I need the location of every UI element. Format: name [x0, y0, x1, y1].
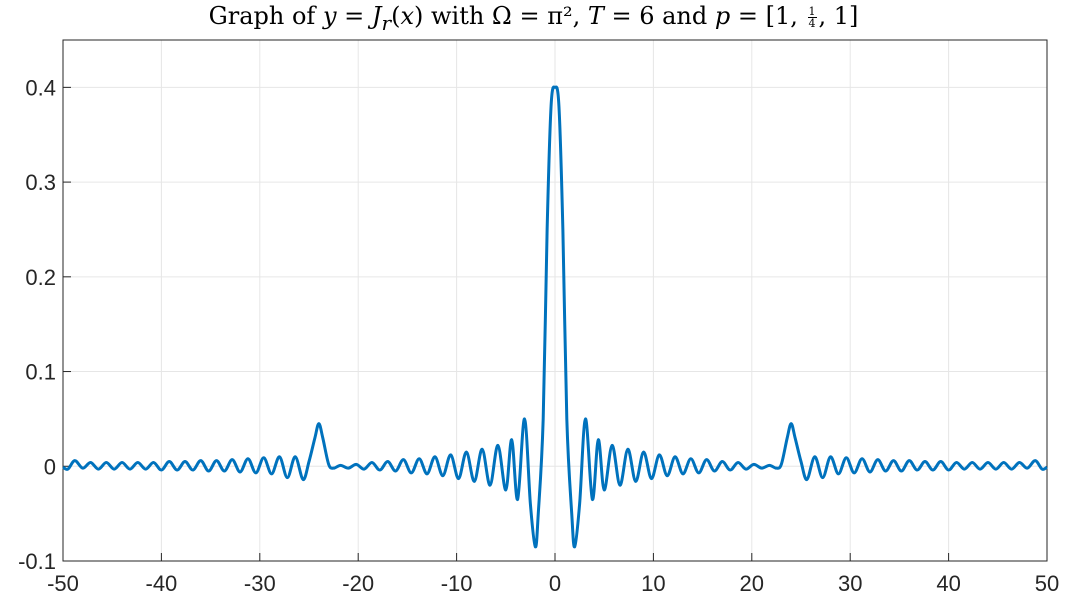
y-tick-label: 0.1 [25, 360, 56, 385]
x-tick-label: 50 [1035, 571, 1059, 596]
y-tick-label: 0.2 [25, 265, 56, 290]
chart-title: Graph of y = Jr(x) with Ω = π², T = 6 an… [208, 2, 859, 35]
series-group [62, 85, 1048, 549]
y-tick-label: -0.1 [18, 549, 56, 574]
y-tick-label: 0.4 [25, 75, 56, 100]
grid-lines [62, 40, 1048, 562]
series-line [62, 85, 1048, 549]
x-tick-label: 0 [549, 571, 561, 596]
x-tick-label: -10 [441, 571, 473, 596]
x-tick-label: 10 [641, 571, 665, 596]
x-tick-label: -20 [342, 571, 374, 596]
x-axis-ticks: -50 -40 -30 -20 -10 0 10 20 30 40 50 [47, 553, 1059, 596]
x-tick-label: 30 [838, 571, 862, 596]
x-tick-label: -50 [47, 571, 79, 596]
x-tick-label: -40 [146, 571, 178, 596]
x-tick-label: 20 [740, 571, 764, 596]
x-tick-label: -30 [244, 571, 276, 596]
x-tick-label: 40 [936, 571, 960, 596]
y-axis-ticks: -0.1 0 0.1 0.2 0.3 0.4 [18, 75, 71, 574]
y-tick-label: 0 [44, 454, 56, 479]
y-tick-label: 0.3 [25, 170, 56, 195]
